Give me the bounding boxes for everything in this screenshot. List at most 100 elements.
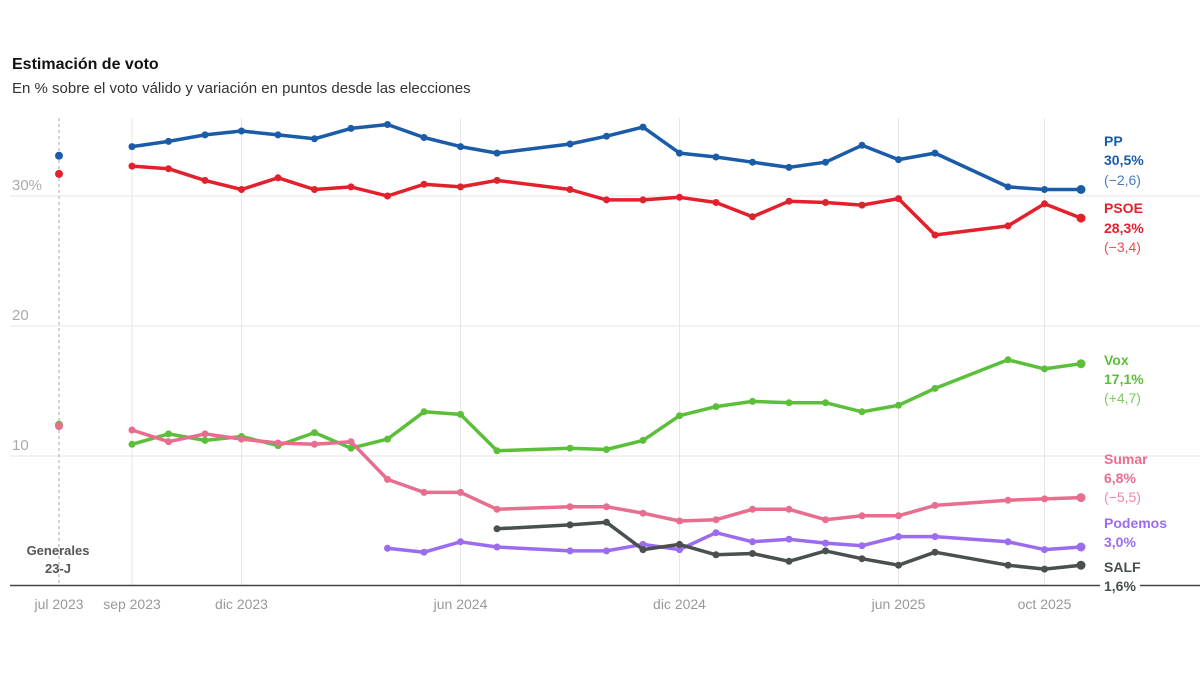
data-point-psoe[interactable] — [785, 197, 793, 205]
data-point-vox[interactable] — [128, 440, 136, 448]
data-point-psoe[interactable] — [603, 196, 610, 204]
data-point-salf[interactable] — [785, 557, 793, 565]
data-point-sumar[interactable] — [931, 501, 939, 509]
data-point-salf[interactable] — [1076, 560, 1086, 570]
election-point-sumar[interactable] — [55, 422, 63, 431]
data-point-salf[interactable] — [822, 547, 829, 555]
data-point-sumar[interactable] — [165, 438, 172, 446]
data-point-vox[interactable] — [165, 430, 172, 438]
data-point-psoe[interactable] — [347, 183, 355, 191]
data-point-sumar[interactable] — [676, 517, 683, 525]
data-point-vox[interactable] — [785, 399, 793, 407]
data-point-psoe[interactable] — [1076, 213, 1086, 223]
data-point-salf[interactable] — [931, 548, 939, 556]
data-point-psoe[interactable] — [493, 176, 501, 184]
election-point-pp[interactable] — [55, 151, 63, 160]
data-point-psoe[interactable] — [238, 186, 245, 193]
data-point-pp[interactable] — [274, 131, 282, 139]
data-point-sumar[interactable] — [128, 426, 136, 434]
data-point-sumar[interactable] — [1076, 493, 1086, 503]
data-point-salf[interactable] — [639, 546, 647, 554]
data-point-salf[interactable] — [712, 551, 720, 559]
data-point-vox[interactable] — [493, 447, 501, 455]
data-point-vox[interactable] — [712, 403, 720, 411]
data-point-pp[interactable] — [603, 132, 610, 140]
data-point-psoe[interactable] — [676, 193, 683, 201]
data-point-salf[interactable] — [676, 540, 683, 548]
data-point-podemos[interactable] — [895, 533, 902, 541]
data-point-podemos[interactable] — [493, 543, 501, 551]
data-point-podemos[interactable] — [858, 542, 866, 550]
data-point-sumar[interactable] — [603, 503, 610, 511]
data-point-sumar[interactable] — [201, 430, 209, 438]
data-point-vox[interactable] — [603, 446, 610, 453]
data-point-salf[interactable] — [858, 555, 866, 563]
data-point-sumar[interactable] — [785, 505, 793, 513]
data-point-psoe[interactable] — [1041, 200, 1048, 208]
data-point-pp[interactable] — [347, 124, 355, 132]
data-point-vox[interactable] — [1076, 359, 1086, 369]
data-point-vox[interactable] — [676, 412, 683, 420]
data-point-podemos[interactable] — [384, 544, 391, 552]
data-point-pp[interactable] — [785, 163, 793, 171]
data-point-psoe[interactable] — [931, 231, 939, 239]
data-point-vox[interactable] — [347, 444, 355, 452]
data-point-pp[interactable] — [858, 141, 866, 149]
data-point-vox[interactable] — [457, 410, 464, 418]
data-point-pp[interactable] — [931, 149, 939, 157]
data-point-podemos[interactable] — [676, 546, 683, 554]
data-point-psoe[interactable] — [165, 165, 172, 173]
data-point-sumar[interactable] — [238, 435, 245, 443]
data-point-sumar[interactable] — [384, 475, 391, 483]
data-point-vox[interactable] — [1041, 365, 1048, 373]
data-point-pp[interactable] — [566, 140, 574, 148]
data-point-vox[interactable] — [858, 408, 866, 416]
election-point-psoe[interactable] — [55, 169, 63, 178]
data-point-sumar[interactable] — [566, 503, 574, 511]
data-point-pp[interactable] — [639, 123, 647, 131]
data-point-psoe[interactable] — [457, 183, 464, 191]
data-point-pp[interactable] — [457, 143, 464, 151]
data-point-podemos[interactable] — [785, 535, 793, 543]
data-point-psoe[interactable] — [822, 199, 829, 206]
data-point-sumar[interactable] — [822, 516, 829, 524]
data-point-psoe[interactable] — [566, 186, 574, 193]
data-point-pp[interactable] — [676, 149, 683, 157]
data-point-vox[interactable] — [749, 397, 756, 405]
data-point-vox[interactable] — [566, 444, 574, 452]
data-point-pp[interactable] — [165, 137, 172, 145]
data-point-podemos[interactable] — [420, 548, 428, 556]
data-point-pp[interactable] — [822, 158, 829, 166]
data-point-vox[interactable] — [931, 384, 939, 392]
data-point-psoe[interactable] — [201, 176, 209, 184]
data-point-sumar[interactable] — [457, 488, 464, 496]
data-point-podemos[interactable] — [1004, 538, 1012, 546]
data-point-sumar[interactable] — [1041, 495, 1048, 503]
data-point-podemos[interactable] — [603, 547, 610, 555]
data-point-pp[interactable] — [238, 127, 245, 135]
data-point-salf[interactable] — [895, 561, 902, 569]
data-point-sumar[interactable] — [1004, 496, 1012, 504]
data-point-psoe[interactable] — [311, 186, 318, 193]
data-point-salf[interactable] — [1004, 561, 1012, 569]
data-point-podemos[interactable] — [1041, 546, 1048, 554]
data-point-sumar[interactable] — [749, 505, 756, 513]
data-point-psoe[interactable] — [858, 201, 866, 209]
data-point-pp[interactable] — [1004, 183, 1012, 191]
data-point-psoe[interactable] — [1004, 222, 1012, 230]
data-point-pp[interactable] — [128, 143, 136, 151]
data-point-psoe[interactable] — [384, 192, 391, 200]
data-point-podemos[interactable] — [749, 538, 756, 546]
data-point-sumar[interactable] — [420, 488, 428, 496]
data-point-pp[interactable] — [311, 135, 318, 143]
data-point-psoe[interactable] — [749, 213, 756, 221]
data-point-pp[interactable] — [749, 158, 756, 166]
data-point-vox[interactable] — [895, 401, 902, 409]
data-point-vox[interactable] — [420, 408, 428, 416]
data-point-salf[interactable] — [566, 521, 574, 529]
data-point-pp[interactable] — [1076, 185, 1086, 194]
data-point-podemos[interactable] — [457, 538, 464, 546]
data-point-pp[interactable] — [712, 153, 720, 161]
data-point-psoe[interactable] — [274, 174, 282, 182]
data-point-podemos[interactable] — [566, 547, 574, 555]
